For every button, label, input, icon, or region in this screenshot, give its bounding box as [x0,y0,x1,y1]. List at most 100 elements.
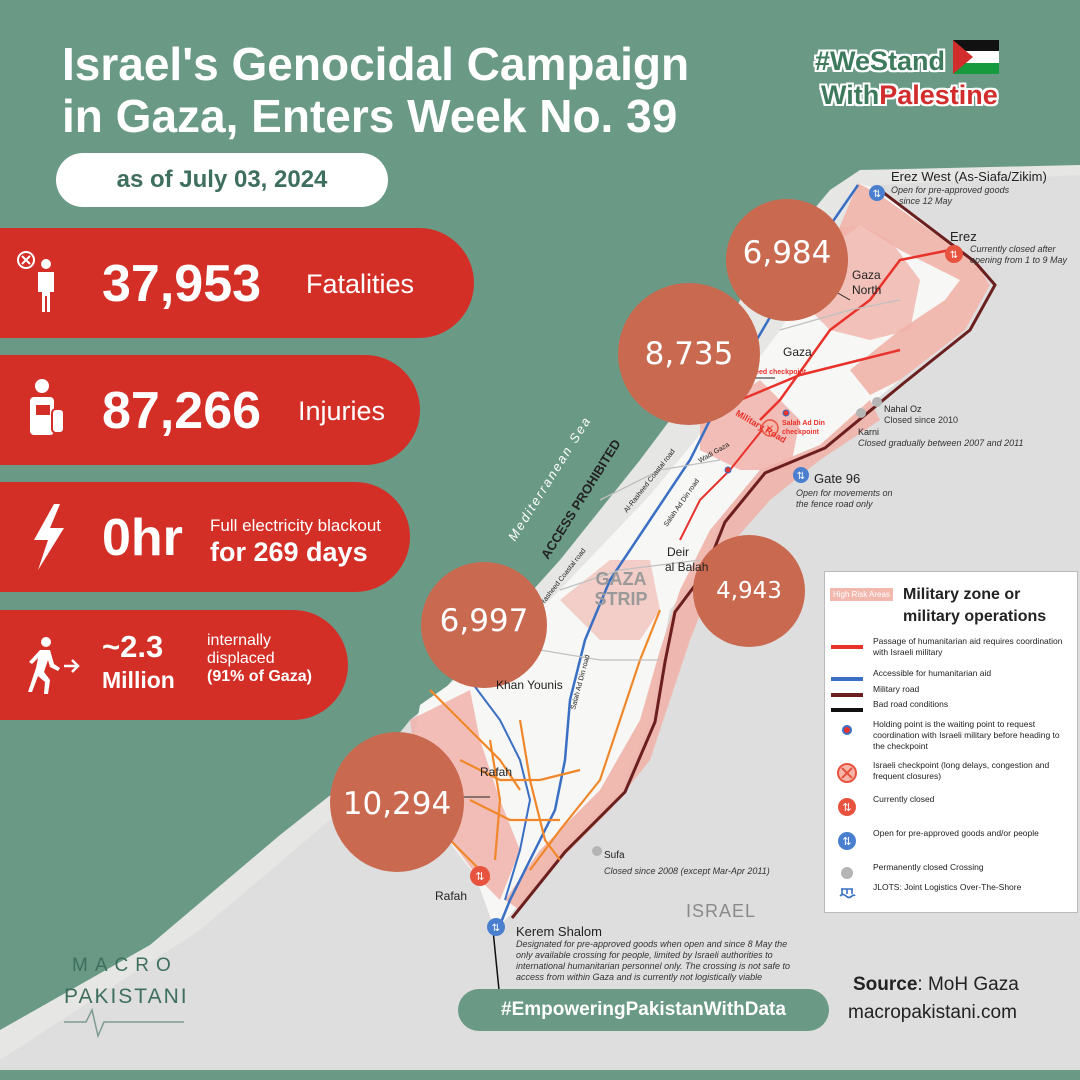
legend-row-text: Currently closed [873,794,935,804]
logo-pakistani: PAKISTANI [64,985,189,1008]
place-rafah-crossing: Rafah [435,889,468,903]
erez-closed-icon [945,245,963,263]
displaced-pill: ~2.3 Million internally displaced (91% o… [0,610,348,720]
crossing-gate96-note: Open for movements on the fence road only [796,488,893,509]
closed-crossing-icon: ⇅ [838,798,856,816]
red-line [831,645,863,649]
nahal-oz-grey-dot-icon [872,397,882,407]
place-gaza-north: Gaza North [852,268,882,297]
checkpoint-label-1: Rasheed checkpoint [738,369,807,376]
crossing-erez-name: Erez [950,229,977,244]
crossing-kerem-shalom-name: Kerem Shalom [516,924,602,939]
circle-gaza-north: 6,984 [726,199,848,321]
legend-row: Accessible for humanitarian aid [829,668,1073,698]
legend-row-text: Permanently closed Crossing [873,862,984,872]
legend-row: ⇅ Currently closed [829,794,1073,824]
holding-point-icon [842,725,852,735]
erez-west-open-icon [869,185,885,201]
karni-grey-dot-icon [856,408,866,418]
legend-row-text: Accessible for humanitarian aid [873,668,992,678]
westand-hashtag: #WeStand WithPalestine [815,40,1045,112]
logo-macro: MACRO [72,955,178,976]
orange-roads [429,609,662,881]
svg-text:✕: ✕ [766,424,774,435]
empowering-hashtag: #EmpoweringPakistanWithData [458,989,829,1031]
jlots-icon [839,888,856,899]
circle-deir-al-balah: 4,943 [693,535,805,647]
legend-row-text: Bad road conditions [873,699,949,709]
high-risk-area-north [830,183,990,395]
svg-text:⇅: ⇅ [842,835,851,848]
open-crossing-icon: ⇅ [838,832,856,850]
place-khan-younis: Khan Younis [496,678,563,692]
map-legend: High Risk Areas Military zone or militar… [824,571,1078,913]
grey-dot-icon [841,867,853,879]
high-risk-area-khanyounis [560,560,660,640]
crossing-kerem-shalom-note: Designated for pre-approved goods when o… [516,939,790,982]
black-line [831,708,863,712]
injured-person-icon [30,379,65,435]
crossing-erez-west-name: Erez West (As-Siafa/Zikim) [891,169,1047,184]
svg-text:⇅: ⇅ [950,250,958,261]
legend-row: Israeli checkpoint (long delays, congest… [829,760,1073,790]
holding-point-icon [782,409,790,417]
title-line-2: in Gaza, Enters Week No. 39 [62,90,678,142]
svg-text:⇅: ⇅ [873,189,881,200]
legend-row-text: JLOTS: Joint Logistics Over-The-Shore [873,882,1022,892]
checkpoint-x-icon [837,763,857,783]
blue-line [831,677,863,681]
svg-text:⇅: ⇅ [842,801,851,814]
place-gaza: Gaza [783,345,812,359]
kerem-shalom-open-icon [487,918,505,936]
legend-row-text: Israeli checkpoint (long delays, congest… [873,760,1050,781]
legend-row: JLOTS: Joint Logistics Over-The-Shore [829,882,1073,912]
injuries-label: Injuries [298,396,386,426]
palestine-flag-icon [952,40,999,74]
legend-row: Passage of humanitarian aid requires coo… [829,636,1073,666]
israel-label: ISRAEL [686,901,757,921]
gate96-open-icon [793,467,809,483]
military-road-border [510,188,997,919]
circle-khan-younis: 6,997 [421,562,547,688]
checkpoint-label-2b: checkpoint [782,429,820,436]
displaced-value-line2: Million [102,667,175,693]
red-road-1 [739,348,901,402]
crossing-karni-name: Karni [858,427,880,437]
legend-row: Military road [829,684,1073,714]
website-link[interactable]: macropakistani.com [848,1002,1017,1023]
salah-ad-din-checkpoint-icon [761,419,779,437]
crossing-nahal-oz-note: Closed since 2010 [884,415,959,425]
injuries-pill: 87,266 Injuries [0,355,420,465]
crossing-gate96-name: Gate 96 [814,471,861,486]
fatalities-pill: 37,953 Fatalities [0,228,474,338]
svg-text:⇅: ⇅ [492,923,500,934]
high-risk-area-east [505,400,880,910]
circle-rafah: 10,294 [330,732,464,872]
fatalities-value: 37,953 [102,255,262,313]
crossing-karni-note: Closed gradually between 2007 and 2011 [858,438,1024,448]
logo-pulse-icon [64,1007,184,1039]
displaced-value-line1: ~2.3 [102,629,164,664]
rafah-closed-icon [470,866,490,886]
legend-row-text: Open for pre-approved goods and/or peopl… [873,828,1039,838]
fatalities-label: Fatalities [306,269,415,299]
date-pill: as of July 03, 2024 [56,153,388,207]
electricity-label-big: for 269 days [210,537,368,567]
displaced-label-line1: internally [207,632,272,649]
checkpoint-label-2a: Salah Ad Din [782,420,825,427]
high-risk-area-corridor [700,380,800,470]
lightning-icon [34,504,64,570]
crossing-sufa-note: Closed since 2008 (except Mar-Apr 2011) [604,866,770,876]
legend-row: Holding point is the waiting point to re… [829,719,1073,751]
darkred-line [831,693,863,697]
legend-row: Bad road conditions [829,699,1073,729]
crossing-erez-note: Currently closed after opening from 1 to … [970,244,1068,265]
bottom-bar [0,1070,1080,1080]
red-road-3 [679,419,771,541]
place-deir-al-balah: Deir al Balah [665,545,709,574]
person-x-icon [17,251,54,312]
bad-road [492,929,501,1001]
legend-title: Military zone or military operations [903,586,1047,625]
gaza-strip-label: GAZA STRIP [594,569,648,609]
